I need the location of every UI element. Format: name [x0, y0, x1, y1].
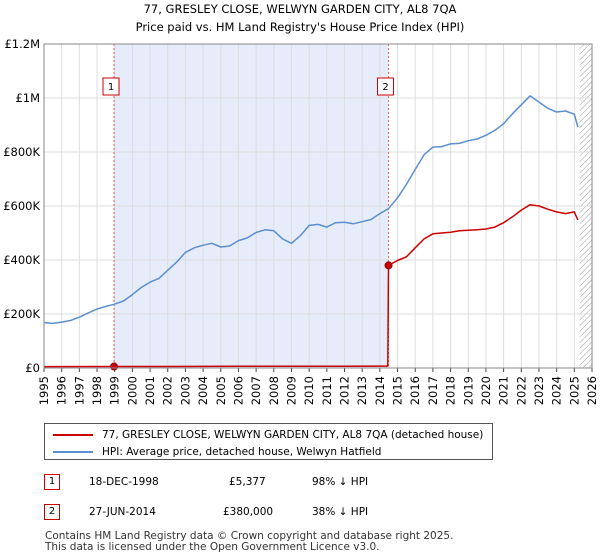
legend-item-property: 77, GRESLEY CLOSE, WELWYN GARDEN CITY, A… [45, 426, 483, 443]
marker-1-badge [102, 77, 120, 96]
row-marker-badge: 2 [44, 504, 60, 520]
x-tick-label: 2008 [267, 376, 281, 405]
x-tick-label: 2013 [355, 376, 369, 405]
x-tick-label: 1995 [37, 376, 51, 405]
x-tick-label: 2014 [373, 376, 387, 405]
y-tick-label: £0 [25, 361, 40, 375]
x-tick-label: 2022 [514, 376, 528, 405]
x-tick-label: 2011 [320, 376, 334, 405]
legend-label-hpi: HPI: Average price, detached house, Welw… [102, 445, 382, 458]
series-line-hpi [43, 95, 579, 325]
row-marker-badge: 1 [44, 474, 60, 490]
marker-1-point [110, 362, 119, 371]
x-tick-label: 2007 [249, 376, 263, 405]
row-price: £5,377 [229, 476, 266, 488]
marker-1-label: 1 [108, 82, 114, 93]
y-tick-label: £1M [15, 91, 40, 105]
x-tick-label: 2019 [461, 376, 475, 405]
y-tick-label: £600K [3, 199, 40, 213]
table-row: 2 27-JUN-2014 £380,000 38% ↓ HPI [44, 504, 544, 524]
x-tick-label: 2017 [426, 376, 440, 405]
x-tick-label: 1998 [90, 376, 104, 405]
price-chart: 77, GRESLEY CLOSE, WELWYN GARDEN CITY, A… [3, 2, 599, 405]
x-tick-label: 2026 [585, 376, 599, 405]
x-tick-label: 2020 [479, 376, 493, 405]
marker-2-badge [377, 77, 395, 96]
x-tick-label: 1997 [72, 376, 86, 405]
y-tick-label: £200K [3, 307, 40, 321]
legend: 77, GRESLEY CLOSE, WELWYN GARDEN CITY, A… [44, 423, 493, 460]
x-tick-label: 2009 [284, 376, 298, 405]
row-date: 18-DEC-1998 [89, 476, 159, 488]
y-tick-label: £400K [3, 253, 40, 267]
x-tick-label: 2016 [408, 376, 422, 405]
table-row: 1 18-DEC-1998 £5,377 98% ↓ HPI [44, 474, 544, 494]
x-tick-label: 2021 [497, 376, 511, 405]
row-delta: 38% ↓ HPI [312, 506, 369, 518]
series-line-property [43, 203, 579, 368]
x-tick-label: 2001 [143, 376, 157, 405]
x-tick-label: 2024 [550, 376, 564, 405]
x-tick-label: 2012 [338, 376, 352, 405]
legend-swatch-hpi [53, 450, 93, 453]
x-tick-label: 1999 [108, 376, 122, 405]
x-tick-label: 2000 [125, 376, 139, 405]
x-tick-label: 2006 [231, 376, 245, 405]
x-tick-label: 2023 [532, 376, 546, 405]
x-tick-label: 1996 [55, 376, 69, 405]
marker-2-label: 2 [382, 82, 388, 93]
x-tick-label: 2018 [444, 376, 458, 405]
chart-title: 77, GRESLEY CLOSE, WELWYN GARDEN CITY, A… [144, 2, 457, 16]
x-tick-label: 2004 [196, 376, 210, 405]
x-tick-label: 2025 [567, 376, 581, 405]
row-date: 27-JUN-2014 [89, 506, 156, 518]
legend-swatch-property [53, 433, 93, 436]
x-tick-label: 2002 [161, 376, 175, 405]
legend-item-hpi: HPI: Average price, detached house, Welw… [45, 443, 381, 460]
plot-border [43, 43, 593, 369]
x-tick-label: 2003 [178, 376, 192, 405]
footer-licence: This data is licensed under the Open Gov… [45, 541, 380, 553]
x-tick-label: 2015 [391, 376, 405, 405]
y-tick-label: £1.2M [4, 37, 40, 51]
marker-2-point [384, 261, 393, 270]
chart-subtitle: Price paid vs. HM Land Registry's House … [136, 20, 465, 34]
row-price: £380,000 [223, 506, 274, 518]
row-delta: 98% ↓ HPI [312, 476, 369, 488]
x-tick-label: 2005 [214, 376, 228, 405]
footer-copyright: Contains HM Land Registry data © Crown c… [45, 530, 454, 542]
y-tick-label: £800K [3, 145, 40, 159]
legend-label-property: 77, GRESLEY CLOSE, WELWYN GARDEN CITY, A… [102, 428, 484, 441]
x-tick-label: 2010 [302, 376, 316, 405]
